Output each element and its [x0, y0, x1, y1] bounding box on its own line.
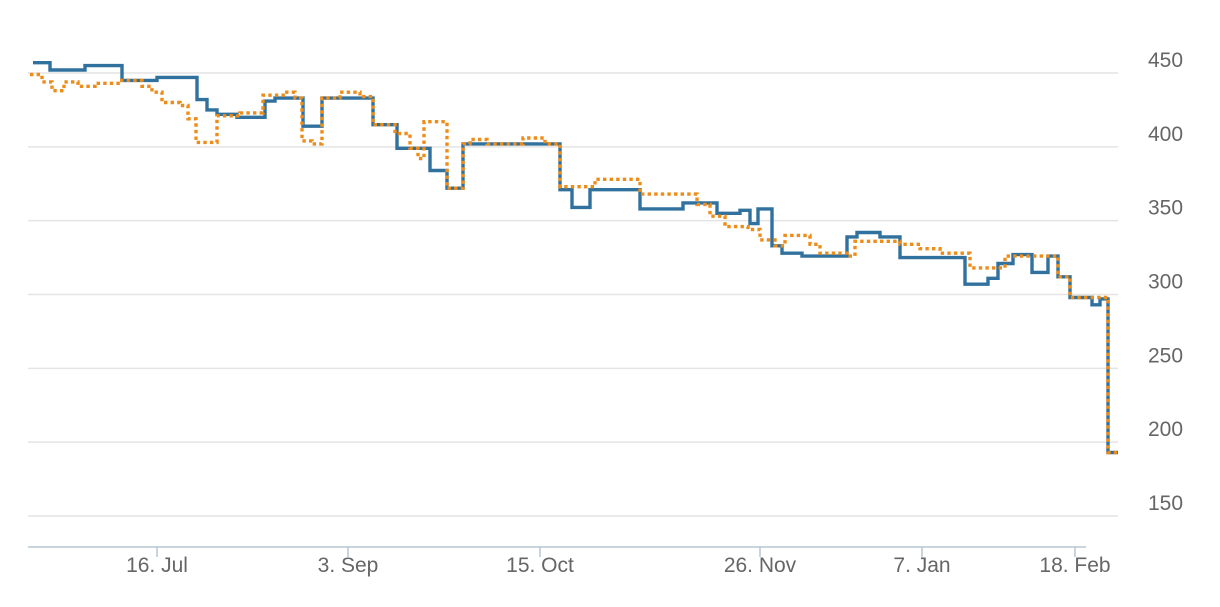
x-axis-label: 7. Jan: [893, 554, 950, 577]
x-axis-label: 15. Oct: [506, 554, 574, 577]
x-axis: [28, 546, 1086, 557]
y-axis-label: 250: [1148, 344, 1183, 367]
x-axis-label: 16. Jul: [126, 554, 188, 577]
x-axis-label: 18. Feb: [1039, 554, 1110, 577]
series-blue-line[interactable]: [33, 61, 1118, 455]
y-axis-labels: 450 400 350 300 250 200 150: [1148, 49, 1183, 515]
y-axis-label: 300: [1148, 271, 1183, 294]
x-axis-label: 26. Nov: [724, 554, 797, 577]
y-axis-label: 200: [1148, 418, 1183, 441]
gridlines: [28, 72, 1118, 517]
y-axis-label: 400: [1148, 123, 1183, 146]
x-axis-labels: 16. Jul 3. Sep 15. Oct 26. Nov 7. Jan 18. Feb: [126, 554, 1111, 577]
y-axis-label: 350: [1148, 197, 1183, 220]
series-orange-line[interactable]: [30, 72, 1120, 455]
series-lines[interactable]: [30, 61, 1120, 455]
x-axis-label: 3. Sep: [318, 554, 379, 577]
y-axis-label: 450: [1148, 49, 1183, 72]
y-axis-label: 150: [1148, 492, 1183, 515]
